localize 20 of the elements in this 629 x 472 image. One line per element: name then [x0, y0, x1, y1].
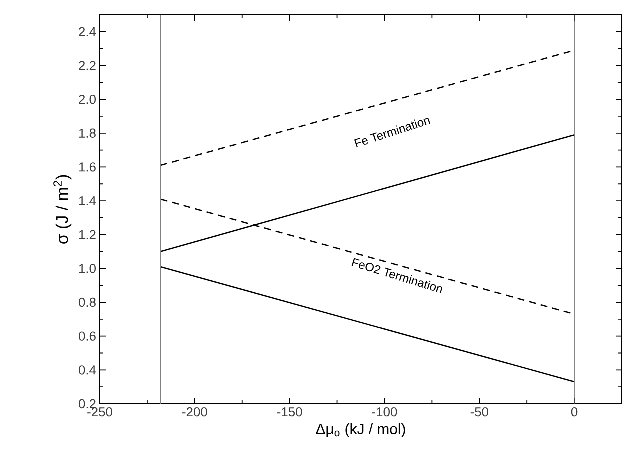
y-tick-label: 0.8	[78, 298, 96, 308]
y-tick-label: 2.2	[79, 61, 96, 70]
x-tick-label: -250	[88, 408, 112, 417]
y-tick-label: 2.4	[79, 27, 96, 36]
y-tick-label: 0.4	[78, 366, 96, 375]
x-tick-label: 0	[571, 408, 578, 417]
y-tick-label: 1.6	[79, 162, 96, 172]
x-tick-label: -100	[372, 408, 398, 417]
y-tick-label: 1.0	[79, 264, 96, 274]
y-tick-label: 1.4	[79, 196, 96, 206]
y-tick-label: 1.2	[79, 230, 96, 240]
x-tick-label: -50	[470, 408, 488, 417]
y-axis-title: σ (J / m$^{2}$)	[54, 175, 72, 244]
y-tick-label: 0.6	[78, 332, 96, 341]
x-tick-label: -200	[182, 408, 208, 417]
y-tick-label: 2.0	[79, 94, 96, 104]
x-tick-label: -150	[277, 408, 302, 417]
y-tick-label: 0.2	[78, 399, 96, 409]
x-axis-title: Δμ$_{o}$ (kJ / mol)	[316, 424, 406, 438]
y-tick-label: 1.8	[79, 128, 96, 138]
